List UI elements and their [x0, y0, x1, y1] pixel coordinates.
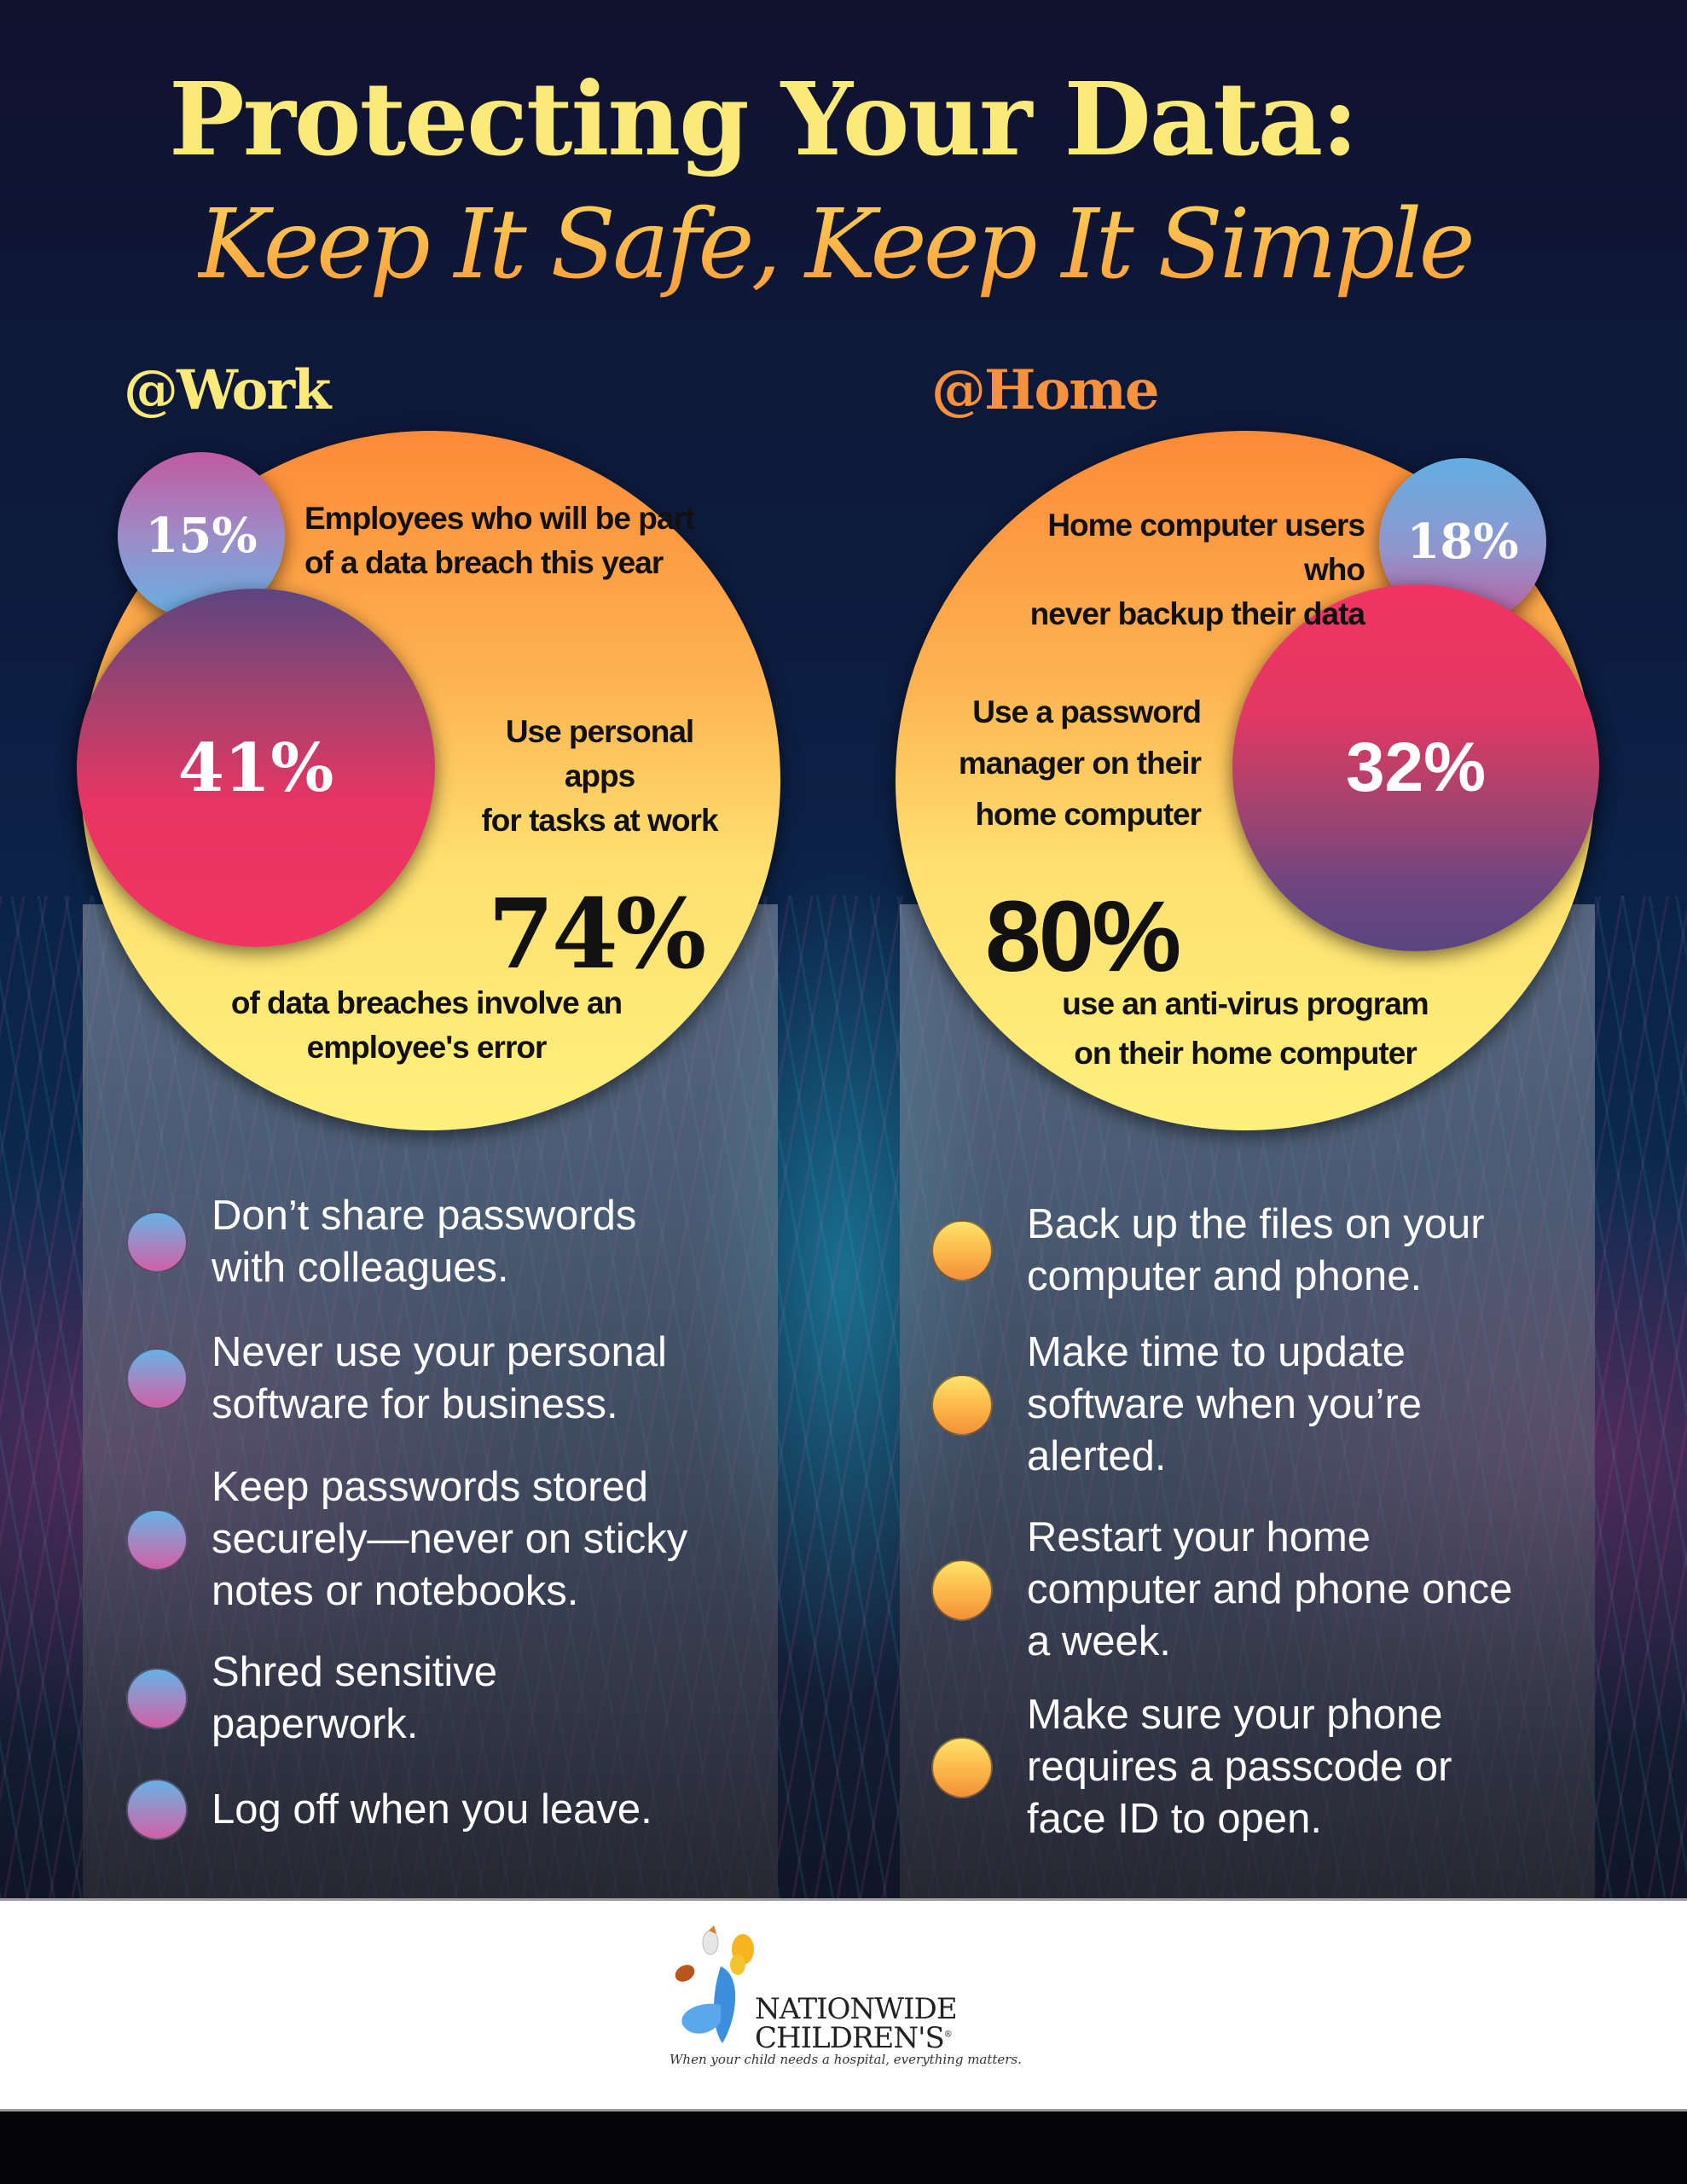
list-item: Never use your personal software for busi…	[126, 1327, 667, 1431]
list-item: Keep passwords stored securely—never on s…	[126, 1461, 687, 1618]
bottom-strip	[0, 2111, 1687, 2184]
list-item: Shred sensitive paperwork.	[126, 1647, 497, 1751]
bullet-circle-icon	[126, 1779, 188, 1840]
bullet-circle-icon	[931, 1220, 993, 1281]
bullet-circle-icon	[126, 1348, 188, 1409]
home-stat-32-label: Use a password manager on their home com…	[958, 694, 1202, 832]
stat-value: 15%	[145, 508, 258, 564]
bullet-circle-icon	[126, 1508, 188, 1571]
work-stat-circle-41: 41%	[77, 589, 435, 947]
nationwide-childrens-logo: NATIONWIDE CHILDREN'S® When your child n…	[670, 1924, 1028, 2069]
stat-value: 41%	[177, 729, 334, 807]
list-item: Make sure your phone requires a passcode …	[931, 1689, 1452, 1845]
logo-name-line1: NATIONWIDE	[755, 1992, 958, 2026]
bullet-circle-icon	[126, 1211, 188, 1273]
section-heading-work: @Work	[124, 358, 331, 422]
home-stat-circle-32: 32%	[1232, 584, 1599, 951]
list-item: Log off when you leave.	[126, 1779, 652, 1840]
logo-tagline: When your child needs a hospital, everyt…	[670, 2052, 1022, 2067]
list-item: Restart your home computer and phone once…	[931, 1512, 1512, 1668]
logo-name-line2: CHILDREN'S®	[755, 2021, 953, 2055]
bullet-circle-icon	[931, 1559, 993, 1621]
butterflies-icon	[675, 1926, 754, 2043]
bullet-circle-icon	[931, 1736, 993, 1798]
home-stat-80-value: 80%	[985, 880, 1181, 993]
work-stat-41-label: Use personal apps for tasks at work	[481, 714, 718, 838]
work-stat-74-label: of data breaches involve an employee's e…	[230, 985, 623, 1065]
page-subtitle: Keep It Safe, Keep It Simple	[198, 189, 1475, 300]
page-title: Protecting Your Data:	[169, 60, 1359, 178]
work-stat-74-value: 74%	[488, 879, 706, 990]
list-item: Don’t share passwords with colleagues.	[126, 1190, 636, 1294]
home-stat-80-label: use an anti-virus program on their home …	[1062, 986, 1429, 1071]
bullet-circle-icon	[931, 1374, 993, 1436]
work-stat-15-label: Employees who will be part of a data bre…	[304, 501, 695, 580]
stat-value: 18%	[1406, 514, 1519, 570]
stat-value: 32%	[1345, 729, 1487, 806]
footer-band	[0, 1898, 1687, 2111]
bullet-circle-icon	[126, 1668, 188, 1729]
list-item: Back up the files on your computer and ph…	[931, 1199, 1485, 1303]
home-stat-18-label: Home computer users who never backup the…	[1029, 508, 1365, 631]
list-item: Make time to update software when you’re a…	[931, 1327, 1422, 1483]
section-heading-home: @Home	[931, 358, 1160, 422]
